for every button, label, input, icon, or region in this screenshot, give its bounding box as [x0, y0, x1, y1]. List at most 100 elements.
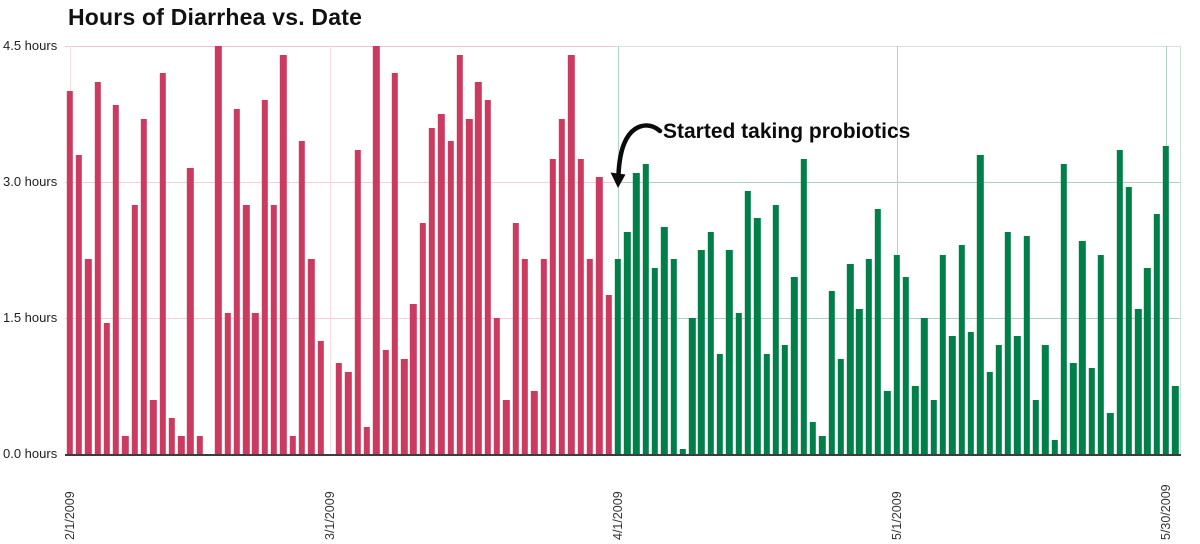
- bar: [531, 390, 538, 454]
- bar: [484, 100, 491, 454]
- bar: [475, 82, 482, 454]
- bar: [884, 390, 891, 454]
- bar: [382, 349, 389, 454]
- bar: [837, 358, 845, 454]
- bar: [1134, 308, 1142, 454]
- bar: [391, 73, 399, 454]
- bar: [1014, 336, 1021, 454]
- bar: [791, 277, 798, 454]
- x-tick-label: 4/1/2009: [610, 491, 625, 540]
- bar: [131, 204, 138, 454]
- bar: [977, 154, 984, 454]
- bar: [354, 150, 361, 454]
- bar: [242, 204, 250, 454]
- bar: [1042, 345, 1049, 454]
- bar: [503, 399, 510, 454]
- bar: [465, 118, 473, 454]
- bar: [438, 114, 445, 454]
- bar: [168, 417, 176, 454]
- x-tick-label: 3/1/2009: [322, 491, 337, 540]
- v-gridline-5/1/2009: [896, 46, 898, 454]
- bar: [735, 313, 742, 454]
- h-gridline-segment: [65, 46, 616, 47]
- bar: [1004, 231, 1012, 454]
- y-tick-label: 3.0 hours: [3, 174, 58, 189]
- bar: [493, 318, 501, 454]
- bar: [856, 308, 863, 454]
- y-tick-label: 1.5 hours: [3, 310, 58, 325]
- bar: [726, 250, 733, 454]
- bar: [716, 354, 724, 454]
- bar: [549, 159, 557, 454]
- bar: [1060, 163, 1068, 454]
- bar: [335, 363, 343, 454]
- bar: [930, 399, 937, 454]
- bar: [772, 204, 780, 454]
- annotation-arrow-icon: [610, 123, 663, 188]
- v-gridline-4/1/2009: [617, 46, 619, 454]
- bar: [939, 254, 947, 454]
- bar: [754, 218, 761, 454]
- bar: [623, 231, 631, 454]
- bar: [586, 259, 594, 454]
- bar: [280, 55, 287, 454]
- h-gridline-segment: [65, 182, 616, 183]
- bar: [363, 426, 371, 454]
- bar: [215, 46, 222, 454]
- bar: [596, 177, 603, 454]
- bar: [902, 277, 910, 454]
- bar: [865, 259, 872, 454]
- bar: [846, 263, 854, 454]
- bar: [428, 127, 436, 454]
- bar: [558, 118, 566, 454]
- bar: [1144, 268, 1151, 454]
- bar: [809, 422, 817, 454]
- bar: [1125, 186, 1133, 454]
- bar: [614, 259, 622, 454]
- bar: [261, 100, 268, 454]
- bar: [1162, 145, 1170, 454]
- bar: [1051, 440, 1058, 454]
- bar: [800, 159, 807, 454]
- bar: [187, 168, 194, 454]
- bar: [521, 259, 529, 454]
- bar: [921, 318, 928, 454]
- bar: [159, 73, 166, 454]
- x-axis-line: [65, 454, 1181, 456]
- bar: [568, 55, 575, 454]
- bar: [819, 435, 826, 454]
- bar: [1097, 254, 1105, 454]
- bar: [196, 435, 203, 454]
- chart-title: Hours of Diarrhea vs. Date: [68, 4, 363, 30]
- bar: [103, 322, 111, 454]
- bar: [1088, 367, 1095, 454]
- bar: [75, 154, 83, 454]
- bar: [308, 259, 315, 454]
- h-gridline-1.5: [65, 318, 1180, 319]
- bar: [140, 118, 148, 454]
- x-tick-label: 2/1/2009: [62, 491, 77, 540]
- bar: [688, 318, 696, 454]
- x-tick-label: 5/30/2009: [1159, 484, 1174, 540]
- v-gridline-3/1/2009: [329, 46, 331, 454]
- x-tick-label: 5/1/2009: [889, 491, 904, 540]
- plot-area: [65, 46, 1181, 454]
- bar: [679, 449, 687, 454]
- bar: [911, 386, 919, 454]
- bar: [670, 259, 677, 454]
- bar: [781, 345, 789, 454]
- bar: [874, 209, 882, 454]
- bar: [419, 222, 426, 454]
- bar: [986, 372, 993, 454]
- bar: [633, 172, 640, 454]
- bar: [456, 55, 464, 454]
- bar: [1116, 150, 1123, 454]
- bar: [1153, 213, 1160, 454]
- bar: [345, 372, 352, 454]
- bar: [66, 91, 73, 454]
- bar: [317, 340, 324, 454]
- bar: [122, 435, 129, 454]
- bar: [605, 295, 612, 454]
- bar: [373, 46, 380, 454]
